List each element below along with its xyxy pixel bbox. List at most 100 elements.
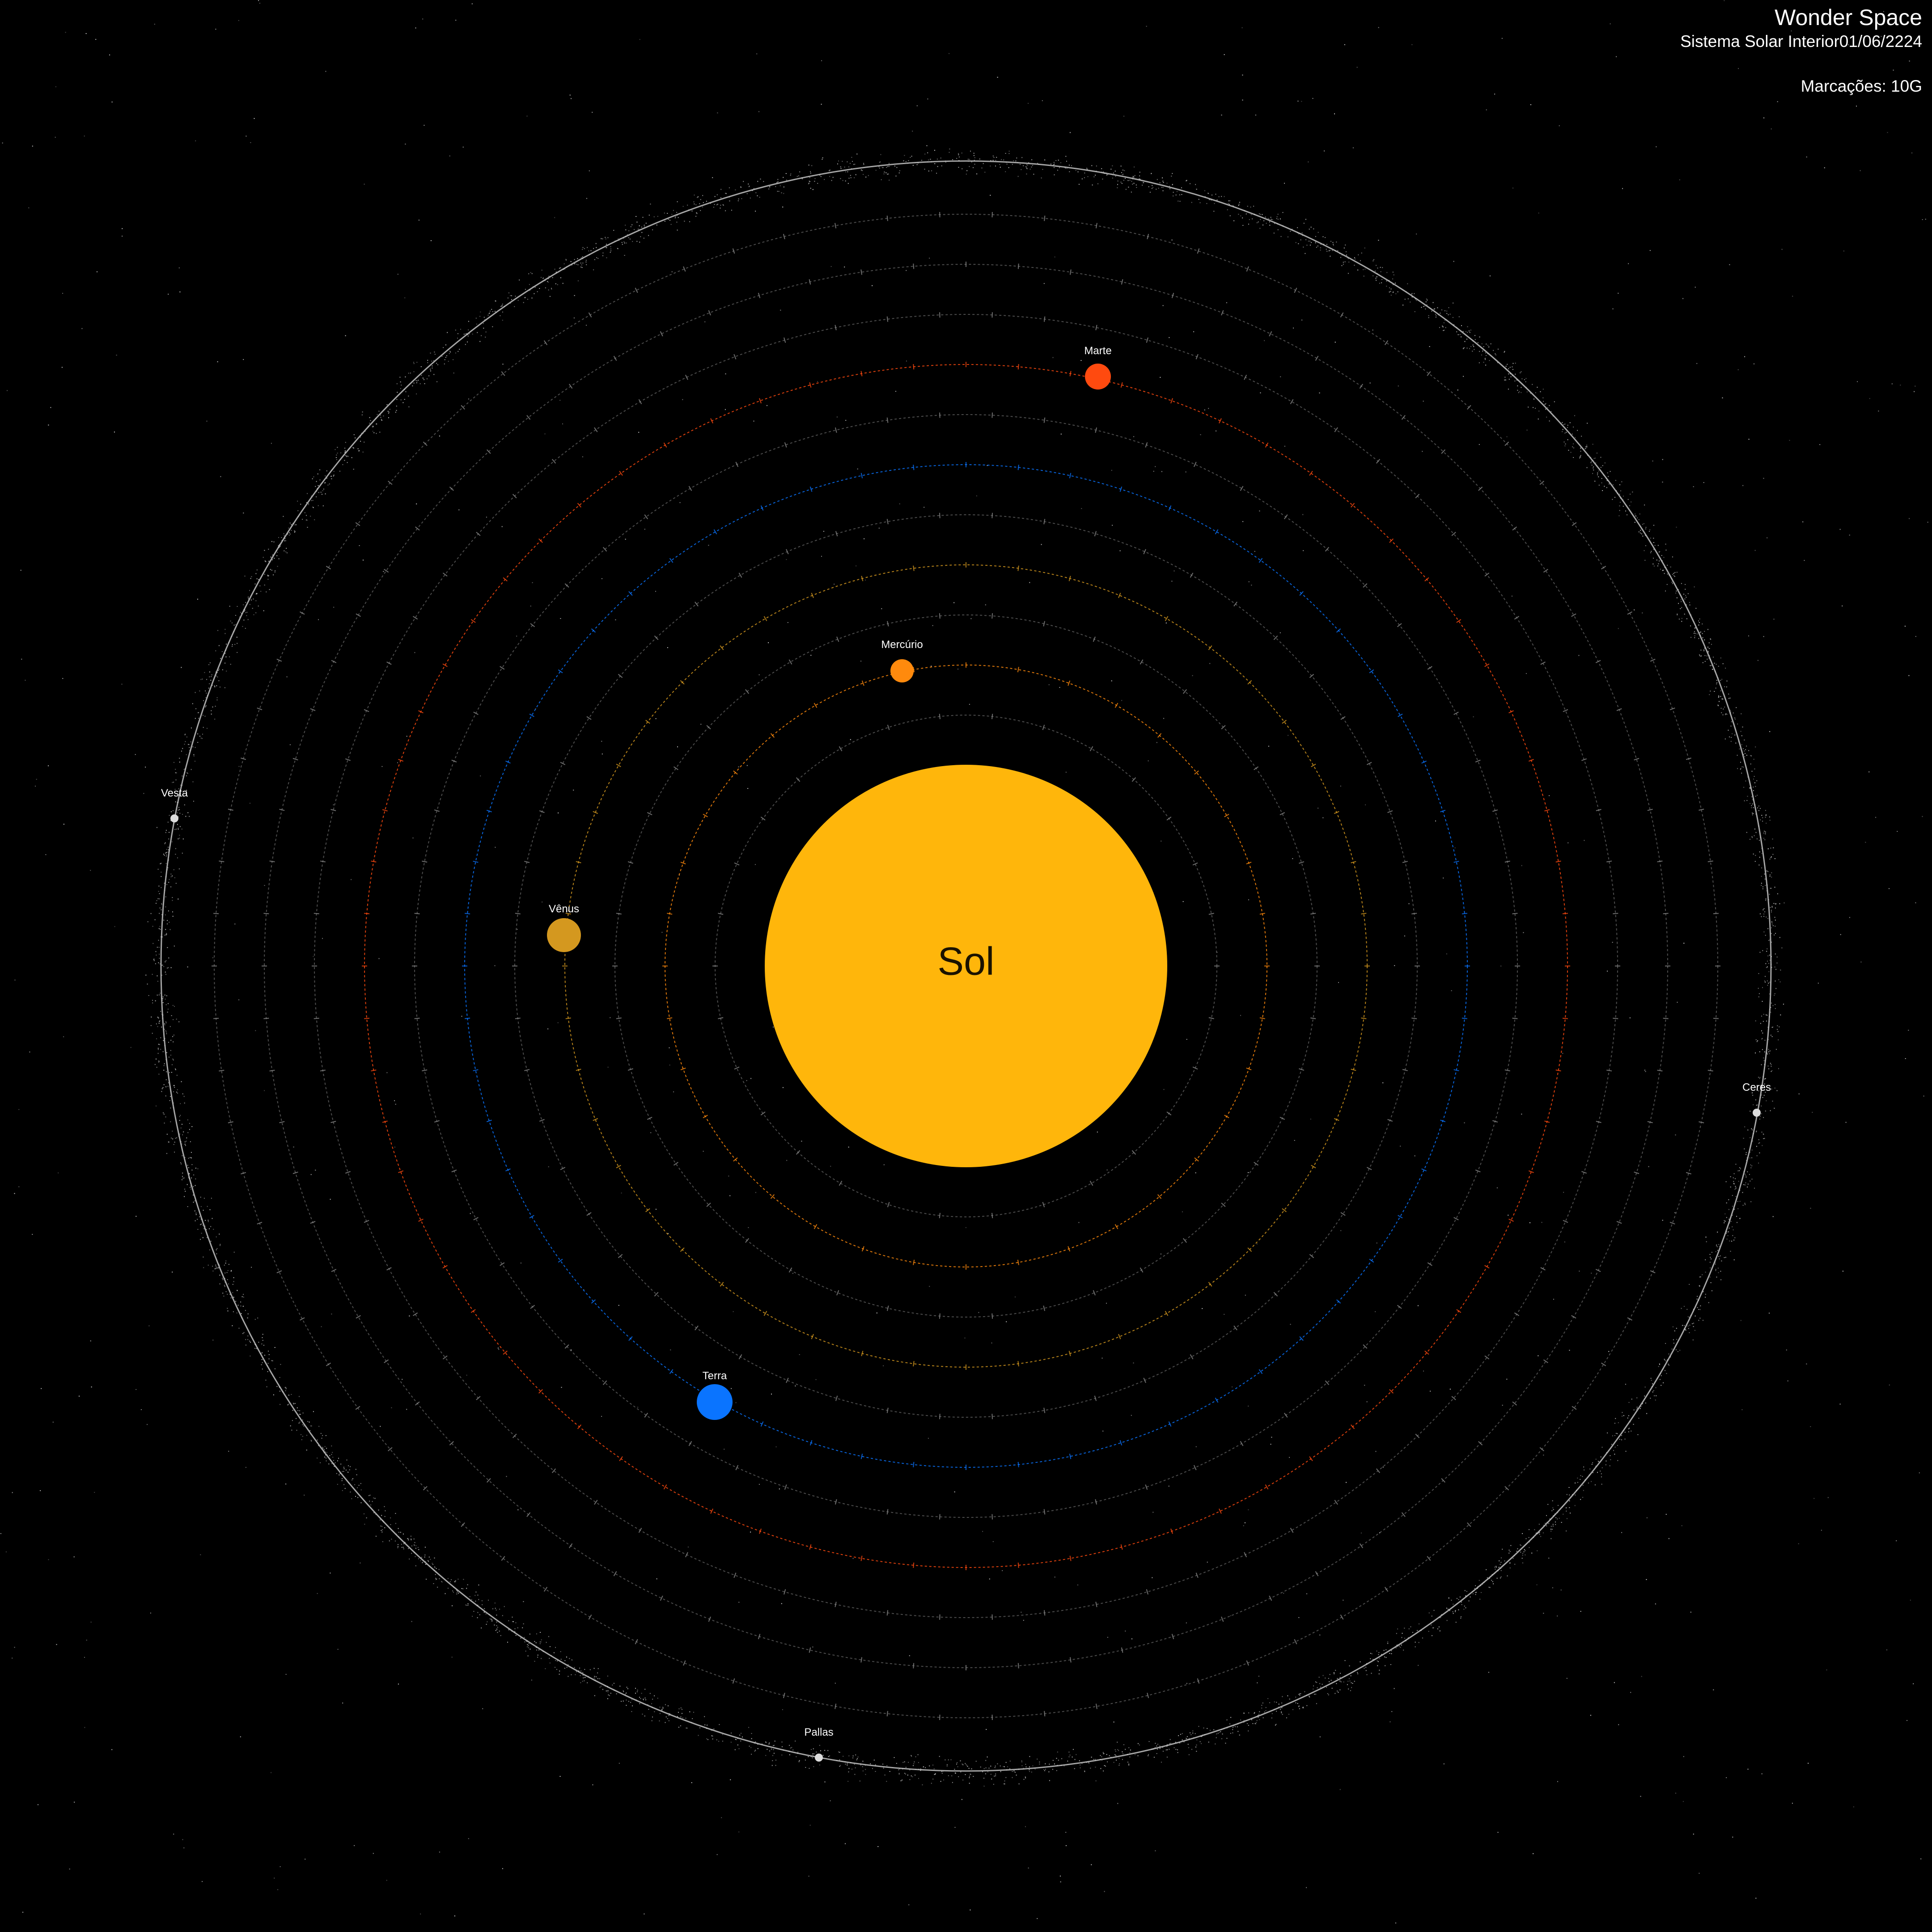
asteroid-dust (433, 360, 434, 361)
asteroid-dust (631, 1699, 632, 1700)
asteroid-dust (207, 728, 208, 729)
star (394, 1100, 395, 1102)
asteroid-dust (1733, 1229, 1734, 1230)
asteroid-dust (399, 377, 401, 378)
asteroid-dust (443, 347, 444, 348)
asteroid-dust (309, 1430, 311, 1431)
asteroid-dust (1767, 955, 1769, 957)
asteroid-dust (197, 1229, 199, 1230)
asteroid-dust (1767, 961, 1768, 962)
star (1616, 56, 1617, 57)
star (1502, 1405, 1503, 1406)
asteroid-dust (1726, 1217, 1727, 1218)
asteroid-dust (307, 1421, 309, 1422)
asteroid-dust (177, 812, 178, 813)
asteroid-dust (1720, 708, 1722, 709)
asteroid-dust (1216, 1733, 1217, 1735)
star (285, 1674, 287, 1675)
asteroid-dust (1754, 776, 1755, 777)
asteroid-dust (1096, 165, 1097, 167)
star (55, 136, 56, 138)
asteroid-dust (1054, 164, 1055, 165)
asteroid-dust (677, 1716, 678, 1717)
asteroid-dust (852, 161, 853, 162)
star (535, 708, 536, 709)
asteroid-dust (773, 1753, 775, 1754)
asteroid-dust (1718, 696, 1720, 697)
asteroid-dust (337, 447, 338, 448)
asteroid-dust (150, 1025, 152, 1026)
asteroid-dust (1113, 172, 1114, 174)
asteroid-dust (1722, 663, 1724, 665)
asteroid-dust (1764, 1040, 1766, 1041)
star (1171, 239, 1173, 241)
asteroid-dust (335, 457, 337, 458)
asteroid-dust (1695, 1315, 1696, 1317)
asteroid-dust (1771, 967, 1772, 968)
asteroid-dust (165, 929, 166, 930)
asteroid-dust (1254, 1712, 1255, 1713)
asteroid-dust (593, 1668, 595, 1669)
asteroid-dust (477, 1594, 479, 1596)
star (857, 468, 858, 470)
asteroid-dust (1774, 995, 1775, 996)
asteroid-dust (1762, 1145, 1763, 1146)
asteroid-dust (448, 360, 449, 362)
asteroid-dust (288, 1403, 289, 1405)
asteroid-dust (809, 181, 810, 182)
star (1216, 952, 1218, 953)
star (1578, 655, 1580, 656)
asteroid-dust (1572, 433, 1573, 435)
asteroid-dust (729, 200, 730, 202)
star (1343, 263, 1344, 265)
star (781, 1603, 782, 1604)
asteroid-dust (1677, 614, 1678, 616)
asteroid-dust (241, 613, 242, 614)
asteroid-dust (488, 1600, 489, 1601)
asteroid-dust (227, 1270, 229, 1271)
asteroid-dust (195, 747, 196, 748)
asteroid-dust (1762, 817, 1763, 818)
asteroid-dust (1717, 1232, 1718, 1233)
asteroid-dust (1437, 1628, 1438, 1630)
asteroid-dust (1694, 637, 1695, 638)
asteroid-dust (197, 742, 199, 743)
asteroid-dust (1751, 755, 1752, 757)
asteroid-dust (924, 153, 926, 155)
asteroid-dust (502, 303, 503, 305)
asteroid-dust (1386, 280, 1387, 282)
asteroid-dust (555, 271, 557, 273)
asteroid-dust (1237, 1731, 1239, 1732)
asteroid-dust (1758, 864, 1760, 866)
asteroid-dust (1468, 330, 1470, 331)
asteroid-dust (1759, 1078, 1760, 1079)
star (964, 1337, 966, 1339)
asteroid-dust (845, 180, 846, 182)
asteroid-dust (1252, 218, 1253, 220)
star (1781, 249, 1783, 250)
asteroid-dust (165, 1021, 166, 1022)
star (721, 1817, 722, 1818)
asteroid-dust (1077, 171, 1079, 173)
asteroid-dust (1653, 549, 1654, 550)
asteroid-dust (195, 1220, 196, 1221)
asteroid-dust (899, 170, 900, 171)
star (717, 112, 718, 114)
asteroid-dust (214, 1268, 216, 1270)
asteroid-dust (165, 832, 166, 833)
star (1607, 970, 1608, 972)
asteroid-dust (191, 1152, 192, 1153)
asteroid-dust (635, 1693, 636, 1694)
star (1293, 327, 1294, 329)
asteroid-dust (687, 204, 688, 206)
star (1025, 1826, 1026, 1827)
asteroid-dust (332, 1457, 334, 1458)
star (56, 1644, 57, 1645)
asteroid-dust (265, 561, 267, 562)
asteroid-dust (1112, 174, 1114, 175)
star (1696, 363, 1698, 364)
asteroid-dust (303, 1425, 305, 1427)
star (1104, 1891, 1105, 1892)
star (1584, 840, 1585, 841)
asteroid-dust (400, 388, 401, 389)
